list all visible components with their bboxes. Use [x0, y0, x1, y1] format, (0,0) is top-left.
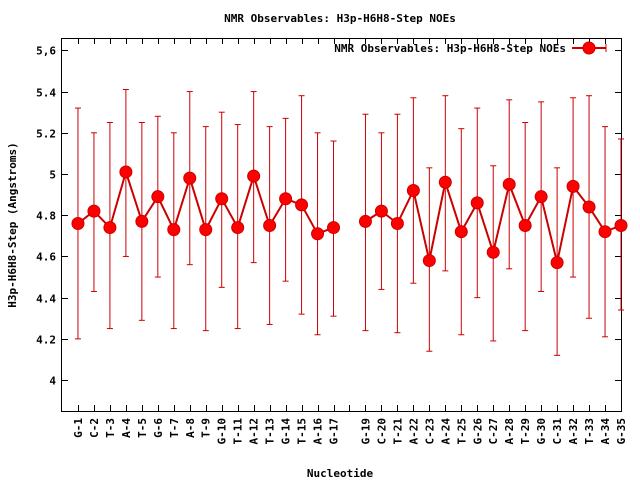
series-layer	[71, 89, 628, 356]
x-tick-label: T-15	[296, 418, 309, 445]
data-point	[550, 256, 564, 270]
data-point	[311, 227, 325, 241]
x-tick-label: A-8	[184, 418, 197, 438]
data-point	[295, 198, 309, 212]
x-tick-label: C-27	[487, 418, 500, 445]
data-point	[470, 196, 484, 210]
data-point	[358, 214, 372, 228]
y-tick-label: 4.4	[36, 293, 56, 306]
x-tick-label: A-34	[599, 418, 612, 445]
x-tick-label: G-30	[535, 418, 548, 445]
y-axis: 4 4.2 4.4 4.6 4.8 5 5.2 5.4 5,6	[36, 45, 621, 388]
x-tick-label: A-4	[120, 418, 133, 438]
data-point	[566, 179, 580, 193]
legend-marker	[582, 41, 596, 55]
data-point	[502, 177, 516, 191]
data-point	[183, 171, 197, 185]
data-point	[199, 223, 213, 237]
x-tick-label: C-20	[375, 418, 388, 445]
data-point	[390, 216, 404, 230]
x-tick-label: G-14	[280, 418, 293, 445]
data-point	[135, 214, 149, 228]
x-tick-label: T-21	[391, 418, 404, 445]
data-point	[215, 192, 229, 206]
x-axis-label: Nucleotide	[307, 467, 374, 480]
chart-title: NMR Observables: H3p-H6H8-Step NOEs	[224, 12, 456, 25]
data-point	[71, 216, 85, 230]
data-point	[598, 225, 612, 239]
data-point	[103, 221, 117, 235]
data-point	[438, 175, 452, 189]
data-point	[486, 245, 500, 259]
x-tick-label: G-6	[152, 418, 165, 438]
data-point	[231, 221, 245, 235]
x-tick-label: A-16	[312, 418, 325, 445]
data-point	[582, 200, 596, 214]
data-point	[279, 192, 293, 206]
x-tick-label: A-32	[567, 418, 580, 445]
x-tick-label: T-13	[264, 418, 277, 445]
x-tick-label: T-29	[519, 418, 532, 445]
y-tick-label: 5.4	[36, 87, 56, 100]
x-tick-label: G-26	[471, 418, 484, 445]
data-point	[247, 169, 261, 183]
x-tick-label: G-10	[216, 418, 229, 445]
x-tick-label: T-3	[104, 418, 117, 438]
x-tick-label: C-31	[551, 418, 564, 445]
x-tick-label: T-25	[455, 418, 468, 445]
legend: NMR Observables: H3p-H6H8-Step NOEs	[334, 41, 607, 55]
x-tick-label: C-2	[88, 418, 101, 438]
y-tick-label: 5.2	[36, 128, 56, 141]
x-tick-label: T-5	[136, 418, 149, 438]
legend-label: NMR Observables: H3p-H6H8-Step NOEs	[334, 42, 566, 55]
data-point	[454, 225, 468, 239]
x-tick-label: A-28	[503, 418, 516, 445]
data-point	[87, 204, 101, 218]
data-point	[327, 221, 341, 235]
x-tick-label: G-17	[328, 418, 341, 445]
y-axis-label: H3p-H6H8-Step (Angstroms)	[6, 142, 19, 308]
data-point	[406, 183, 420, 197]
data-point	[151, 190, 165, 204]
x-tick-label: T-11	[232, 418, 245, 445]
data-point	[167, 223, 181, 237]
x-tick-label: A-24	[439, 418, 452, 445]
data-point	[374, 204, 388, 218]
x-tick-label: A-12	[248, 418, 261, 445]
x-tick-label: G-35	[615, 418, 628, 445]
x-tick-label: C-23	[423, 418, 436, 445]
data-point	[422, 254, 436, 268]
y-tick-label: 4.8	[36, 210, 56, 223]
y-tick-label: 4.2	[36, 334, 56, 347]
y-tick-label: 4.6	[36, 251, 56, 264]
x-tick-label: A-22	[407, 418, 420, 445]
data-point	[614, 219, 628, 233]
data-point	[518, 219, 532, 233]
x-tick-label: G-1	[72, 418, 85, 438]
data-point	[263, 219, 277, 233]
data-point	[534, 190, 548, 204]
x-tick-label: T-7	[168, 418, 181, 438]
y-tick-label: 5	[49, 169, 56, 182]
data-point	[119, 165, 133, 179]
x-tick-label: T-9	[200, 418, 213, 438]
x-tick-label: G-19	[359, 418, 372, 445]
x-axis: G-1 C-2 T-3 A-4 T-5 G-6 T-7 A-8 T-9 G-10 T-11 A-12 T…	[72, 38, 628, 445]
y-tick-label: 4	[49, 375, 56, 388]
y-tick-label: 5,6	[36, 45, 56, 58]
x-tick-label: T-33	[583, 418, 596, 445]
